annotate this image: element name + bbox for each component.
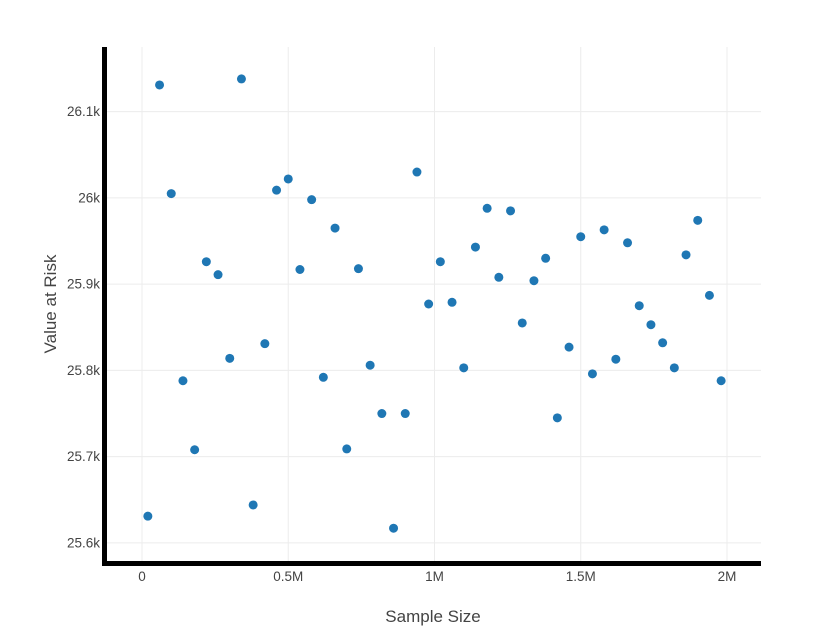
data-point[interactable]	[587, 369, 597, 379]
data-point[interactable]	[248, 500, 258, 510]
y-axis-title: Value at Risk	[41, 254, 60, 354]
data-point[interactable]	[693, 215, 703, 225]
data-point[interactable]	[529, 276, 539, 286]
data-point[interactable]	[342, 444, 352, 454]
data-point[interactable]	[295, 265, 305, 275]
x-tick-label: 2M	[718, 569, 737, 584]
data-point[interactable]	[377, 409, 387, 419]
data-point[interactable]	[611, 354, 621, 364]
data-point[interactable]	[599, 225, 609, 235]
y-tick-label: 25.8k	[67, 363, 100, 378]
data-point[interactable]	[435, 257, 445, 267]
y-axis-line	[102, 47, 107, 566]
y-tick-label: 25.7k	[67, 449, 100, 464]
data-point[interactable]	[681, 250, 691, 260]
y-tick-label: 26.1k	[67, 104, 100, 119]
data-point[interactable]	[389, 523, 399, 533]
data-point[interactable]	[716, 376, 726, 386]
data-point[interactable]	[506, 206, 516, 216]
data-point[interactable]	[213, 270, 223, 280]
data-point[interactable]	[634, 301, 644, 311]
data-point[interactable]	[272, 185, 282, 195]
data-point[interactable]	[447, 297, 457, 307]
x-tick-label: 0	[138, 569, 146, 584]
data-point[interactable]	[576, 232, 586, 242]
data-point[interactable]	[412, 167, 422, 177]
data-point[interactable]	[494, 272, 504, 282]
data-point[interactable]	[623, 238, 633, 248]
data-point[interactable]	[143, 511, 153, 521]
x-axis-title: Sample Size	[385, 607, 481, 626]
data-point[interactable]	[283, 174, 293, 184]
data-point[interactable]	[353, 264, 363, 274]
data-point[interactable]	[201, 257, 211, 267]
data-point[interactable]	[400, 409, 410, 419]
data-point[interactable]	[704, 290, 714, 300]
data-point[interactable]	[178, 376, 188, 386]
x-axis-line	[102, 561, 761, 566]
data-point[interactable]	[260, 339, 270, 349]
data-point[interactable]	[552, 413, 562, 423]
data-point[interactable]	[225, 353, 235, 363]
data-point[interactable]	[307, 195, 317, 205]
data-point[interactable]	[482, 203, 492, 213]
data-point[interactable]	[646, 320, 656, 330]
data-point[interactable]	[424, 299, 434, 309]
data-point[interactable]	[517, 318, 527, 328]
data-point[interactable]	[658, 338, 668, 348]
y-tick-label: 26k	[78, 190, 100, 205]
y-tick-label: 25.9k	[67, 277, 100, 292]
x-tick-label: 0.5M	[273, 569, 303, 584]
data-point[interactable]	[365, 360, 375, 370]
data-point[interactable]	[459, 363, 469, 373]
data-point[interactable]	[236, 74, 246, 84]
data-point[interactable]	[166, 189, 176, 199]
x-tick-label: 1M	[425, 569, 444, 584]
x-tick-label: 1.5M	[566, 569, 596, 584]
data-point[interactable]	[330, 223, 340, 233]
data-point[interactable]	[155, 80, 165, 90]
data-point[interactable]	[541, 253, 551, 263]
data-point[interactable]	[190, 445, 200, 455]
data-point[interactable]	[470, 242, 480, 252]
y-tick-label: 25.6k	[67, 535, 100, 550]
data-point[interactable]	[669, 363, 679, 373]
data-point[interactable]	[318, 372, 328, 382]
data-point[interactable]	[564, 342, 574, 352]
